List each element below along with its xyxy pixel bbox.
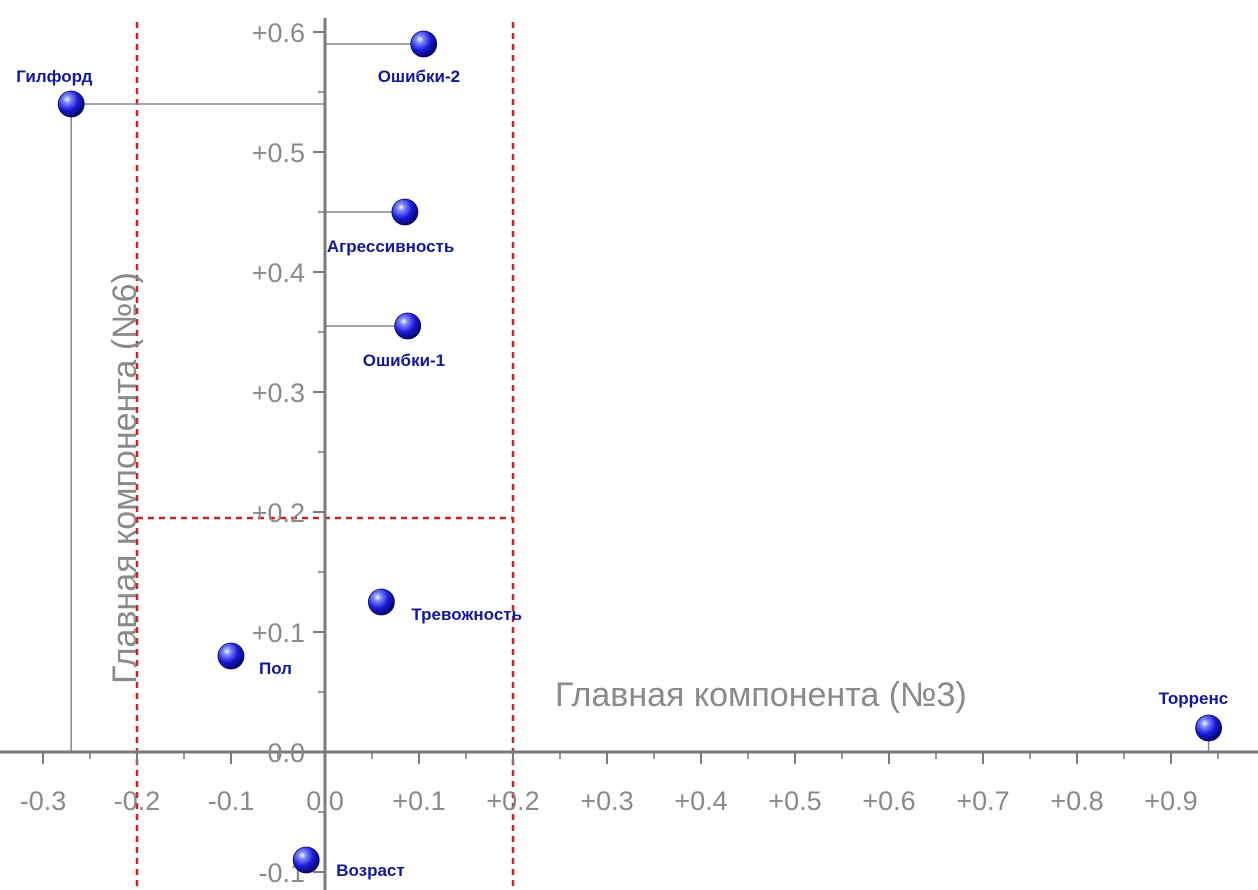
x-axis-title: Главная компонента (№3) [555,676,967,714]
data-point-label: Пол [259,659,292,678]
data-point-8 [1195,714,1222,742]
x-tick-label: +0.3 [580,786,633,816]
data-point-5 [367,588,395,616]
y-tick-label: +0.3 [252,378,305,408]
data-point-6 [217,642,245,670]
data-point-3 [391,198,419,226]
data-point-2 [410,30,438,58]
y-axis-title: Главная компонента (№6) [106,272,144,684]
x-tick-label: +0.6 [862,786,915,816]
y-tick-label: +0.1 [252,618,305,648]
data-point-label: Гилфорд [16,67,92,86]
x-tick-label: +0.8 [1050,786,1103,816]
x-tick-label: +0.7 [956,786,1009,816]
x-tick-label: +0.2 [486,786,539,816]
x-tick-label: +0.4 [674,786,727,816]
y-tick-label: +0.5 [252,138,305,168]
data-point-label: Ошибки-1 [363,351,445,370]
data-point-label: Возраст [336,861,405,880]
x-tick-label: +0.9 [1144,786,1197,816]
data-point-4 [394,312,422,340]
y-tick-label: +0.4 [252,258,305,288]
data-point-label: Ошибки-2 [378,67,460,86]
x-tick-label: -0.1 [208,786,255,816]
x-tick-label: +0.5 [768,786,821,816]
data-point-7 [292,846,320,874]
data-point-label: Тревожность [411,605,522,624]
y-tick-label: +0.6 [252,18,305,48]
data-point-label: Торренс [1159,689,1229,708]
data-point-1 [57,90,85,118]
y-tick-label: +0.2 [252,498,305,528]
x-tick-label: -0.2 [114,786,161,816]
x-tick-label: 0.0 [306,786,344,816]
y-tick-label: 0.0 [267,738,305,768]
x-tick-label: -0.3 [20,786,67,816]
data-point-label: Агрессивность [327,237,454,256]
x-tick-label: +0.1 [392,786,445,816]
